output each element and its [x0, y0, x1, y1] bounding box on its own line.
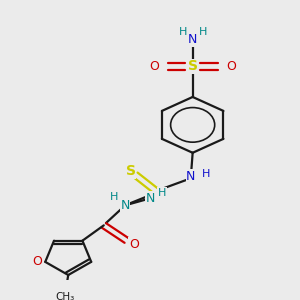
- Text: O: O: [32, 255, 42, 268]
- Text: H: H: [202, 169, 210, 179]
- Text: O: O: [150, 60, 160, 73]
- Text: H: H: [110, 192, 118, 203]
- Text: N: N: [188, 33, 197, 46]
- Text: H: H: [158, 188, 166, 198]
- Text: N: N: [120, 199, 130, 212]
- Text: N: N: [146, 192, 155, 205]
- Text: CH₃: CH₃: [56, 292, 75, 300]
- Text: S: S: [126, 164, 136, 178]
- Text: S: S: [188, 59, 198, 73]
- Text: N: N: [186, 170, 196, 183]
- Text: H: H: [178, 27, 187, 37]
- Text: O: O: [129, 238, 139, 250]
- Text: H: H: [198, 27, 207, 37]
- Text: O: O: [226, 60, 236, 73]
